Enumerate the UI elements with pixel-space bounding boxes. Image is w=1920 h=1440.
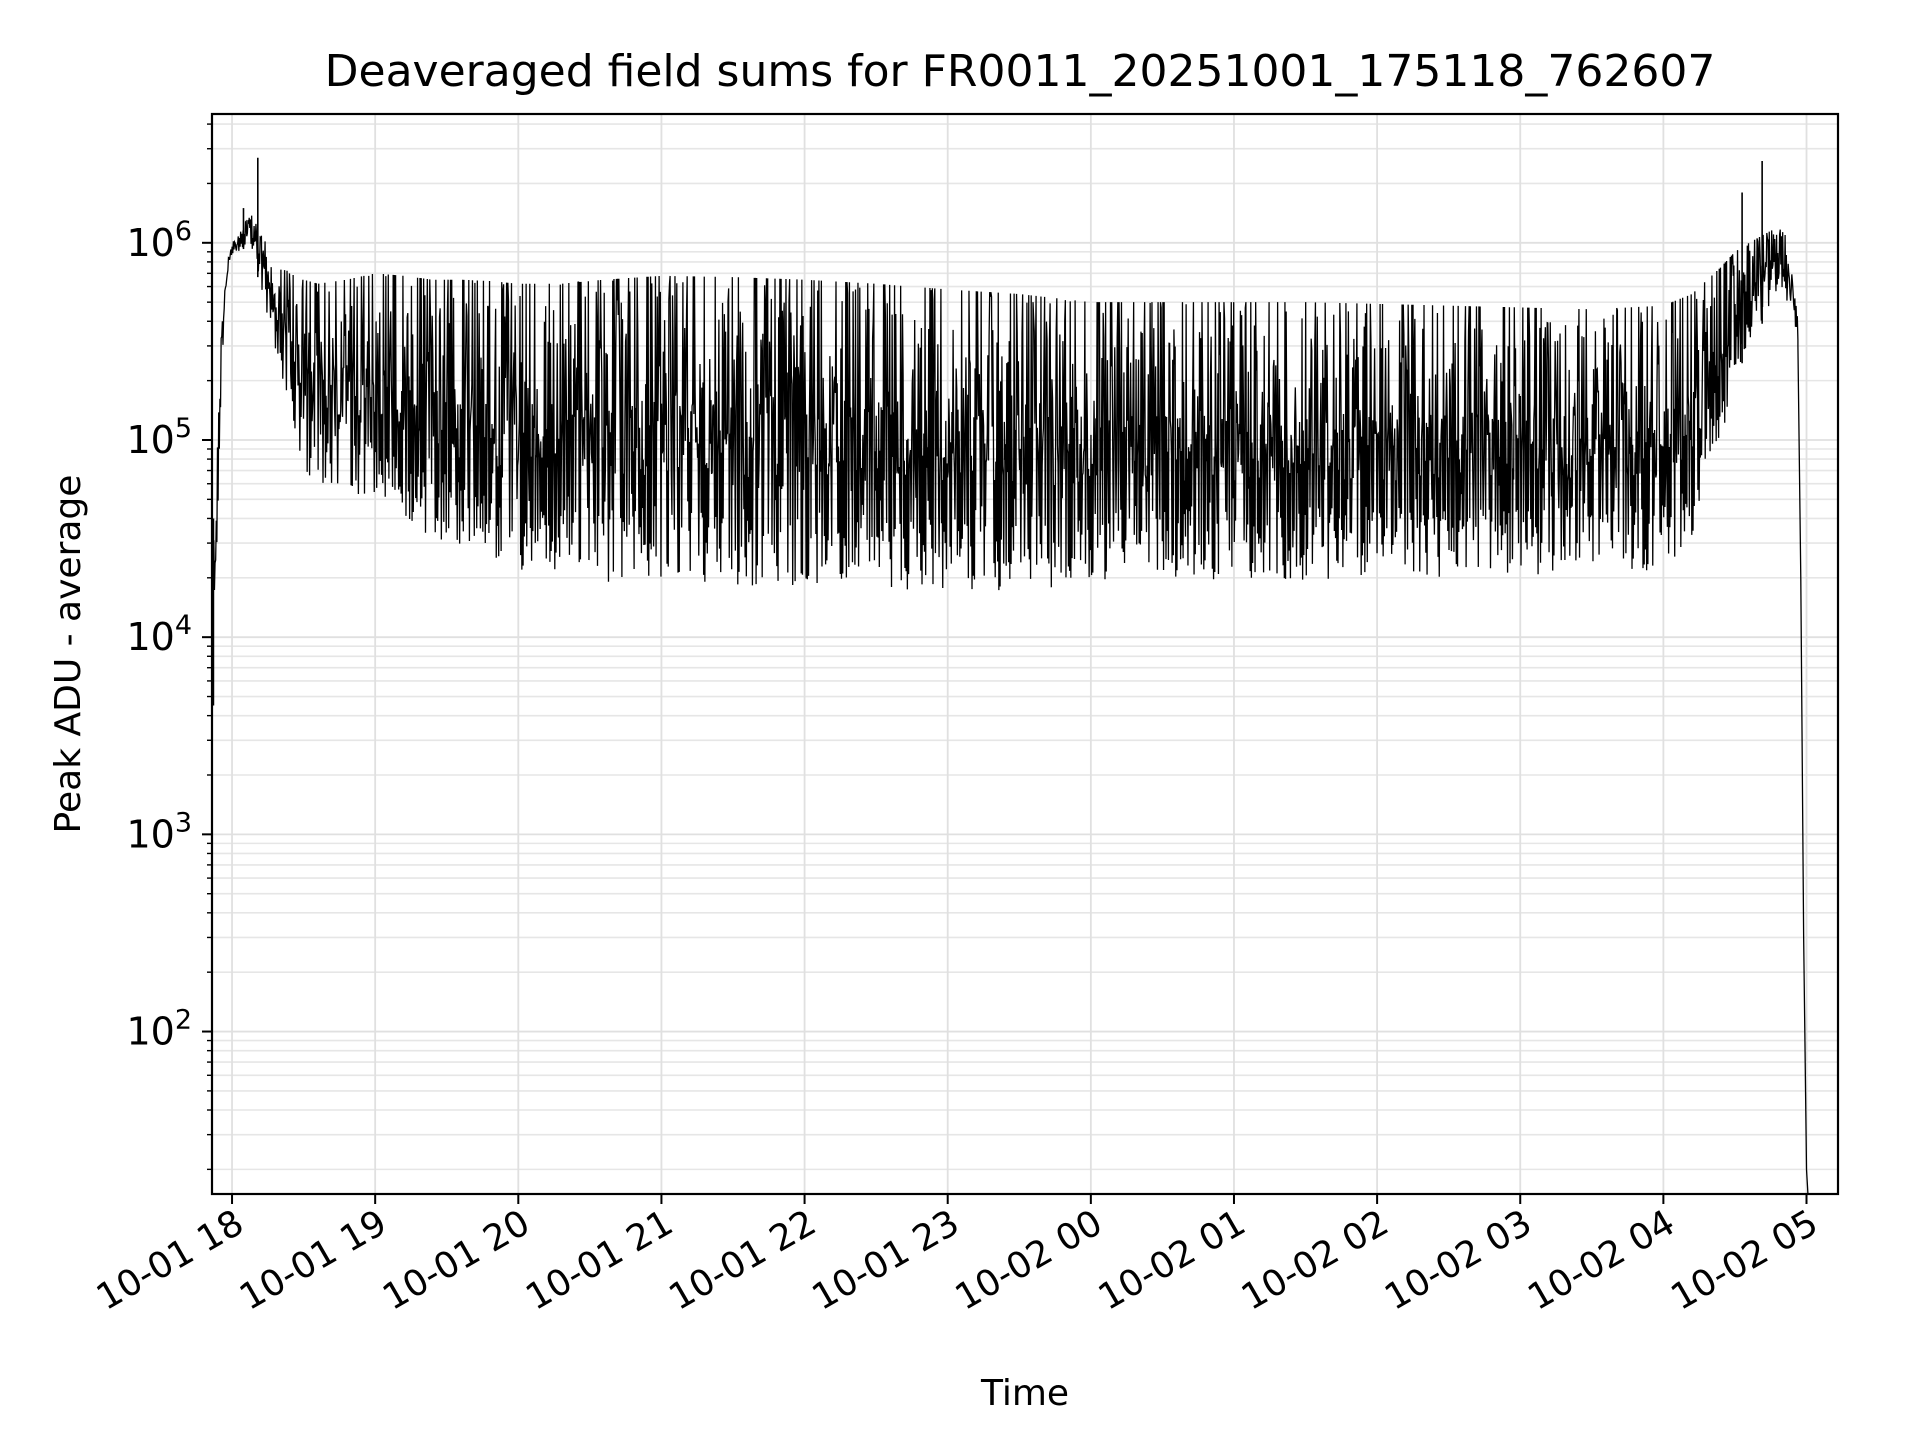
data-series-layer xyxy=(211,157,1809,1195)
chart-title: Deaveraged field sums for FR0011_2025100… xyxy=(325,46,1716,97)
y-axis: 102 103 104 105 106 xyxy=(126,123,212,1171)
series-line xyxy=(211,215,1809,1195)
y-axis-label: Peak ADU - average xyxy=(48,475,89,834)
y-tick-label: 103 xyxy=(126,807,192,856)
y-tick-label: 104 xyxy=(126,610,192,659)
x-axis-label: Time xyxy=(980,1373,1069,1414)
plot-area-frame xyxy=(210,112,1840,1196)
y-tick-label: 102 xyxy=(126,1005,192,1054)
grid-minor-lines xyxy=(212,123,1838,1171)
y-tick-label: 106 xyxy=(126,216,192,265)
y-tick-label: 105 xyxy=(126,413,192,462)
